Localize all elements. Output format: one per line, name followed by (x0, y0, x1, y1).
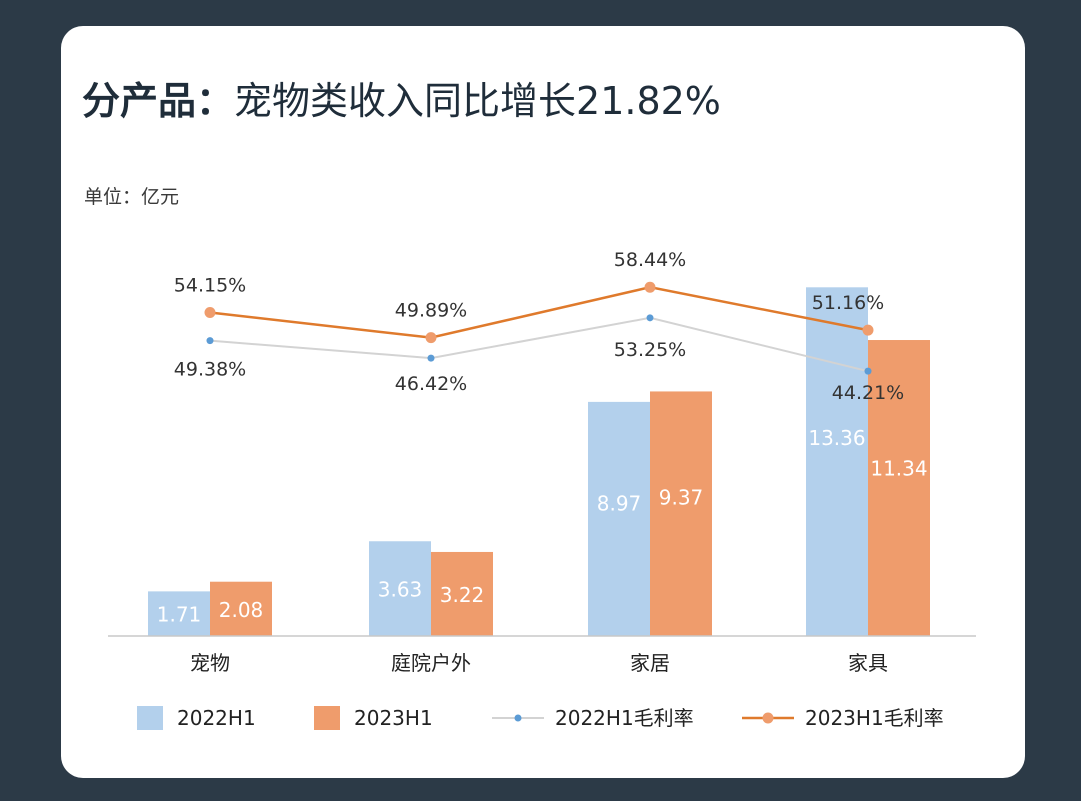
line-2022H1毛利率 (209, 316, 869, 373)
bar-label-2023H1-3: 11.34 (870, 456, 927, 480)
bar-2023H1-0 (210, 581, 272, 636)
page-title: 分产品：宠物类收入同比增长21.82% (82, 70, 721, 125)
x-tick-label-2: 家居 (630, 651, 670, 675)
bar-label-2022H1-0: 1.71 (157, 603, 202, 627)
legend-label-2023H1: 2023H1 (354, 706, 433, 730)
point-label-2022H1毛利率-0: 49.38% (174, 359, 246, 381)
title-bold: 分产品： (82, 79, 235, 123)
point-2022H1毛利率-3 (864, 367, 872, 375)
x-tick-label-1: 庭院户外 (391, 651, 471, 675)
bar-label-2022H1-2: 8.97 (597, 492, 642, 516)
legend-marker-2023H1毛利率 (762, 712, 774, 724)
point-label-2022H1毛利率-3: 44.21% (832, 382, 904, 404)
legend-label-2022H1毛利率: 2022H1毛利率 (555, 706, 694, 730)
point-label-2023H1毛利率-1: 49.89% (395, 300, 467, 322)
unit-label: 单位：亿元 (84, 186, 180, 208)
legend-swatch-2022H1 (137, 706, 163, 730)
bar-2023H1-3 (868, 340, 930, 636)
legend-label-2023H1毛利率: 2023H1毛利率 (805, 706, 944, 730)
point-2022H1毛利率-0 (206, 337, 214, 345)
point-label-2023H1毛利率-2: 58.44% (614, 249, 686, 271)
title-rest: 宠物类收入同比增长21.82% (234, 79, 721, 123)
legend-label-2022H1: 2022H1 (177, 706, 256, 730)
point-2023H1毛利率-2 (644, 281, 656, 293)
point-2023H1毛利率-0 (204, 307, 216, 319)
bar-label-2022H1-1: 3.63 (378, 578, 423, 602)
point-2022H1毛利率-1 (427, 354, 435, 362)
bar-2022H1-0 (148, 591, 210, 636)
bar-label-2023H1-2: 9.37 (659, 486, 704, 510)
x-tick-label-0: 宠物 (190, 651, 230, 675)
bar-2022H1-2 (588, 401, 650, 636)
point-label-2023H1毛利率-3: 51.16% (812, 292, 884, 314)
bar-label-2023H1-0: 2.08 (219, 598, 264, 622)
bar-label-2022H1-3: 13.36 (808, 426, 865, 450)
point-label-2022H1毛利率-2: 53.25% (614, 339, 686, 361)
x-tick-label-3: 家具 (848, 651, 888, 675)
legend-marker-2022H1毛利率 (514, 714, 522, 722)
bar-2022H1-1 (369, 541, 431, 636)
point-label-2023H1毛利率-0: 54.15% (174, 275, 246, 297)
point-label-2022H1毛利率-1: 46.42% (395, 373, 467, 395)
point-2022H1毛利率-2 (646, 314, 654, 322)
bar-2023H1-2 (650, 391, 712, 636)
legend-swatch-2023H1 (314, 706, 340, 730)
bar-2023H1-1 (431, 551, 493, 636)
point-2023H1毛利率-3 (862, 324, 874, 336)
bar-label-2023H1-1: 3.22 (440, 583, 485, 607)
point-2023H1毛利率-1 (425, 332, 437, 344)
bar-2022H1-3 (806, 287, 868, 636)
line-2023H1毛利率 (209, 285, 869, 339)
